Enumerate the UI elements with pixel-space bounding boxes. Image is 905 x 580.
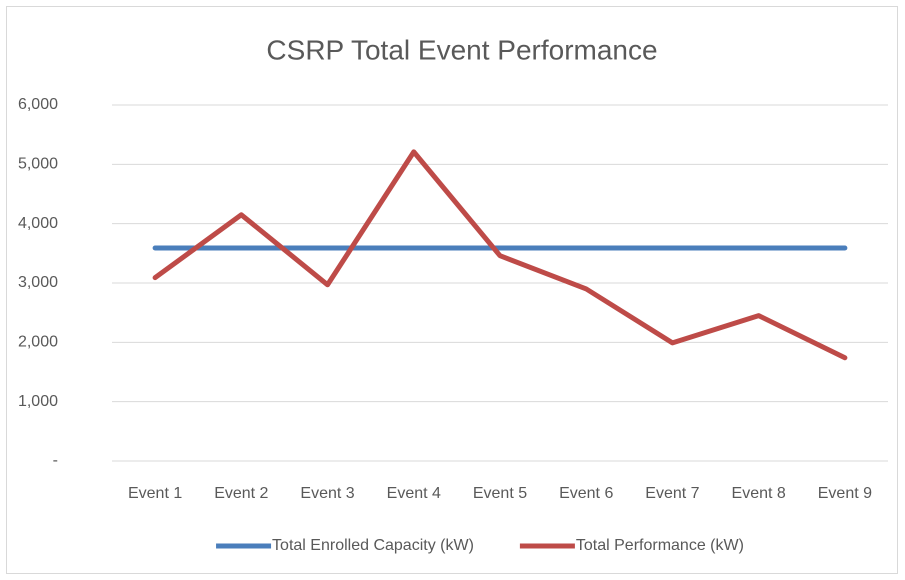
x-tick-label: Event 9 [818, 485, 872, 502]
x-tick-label: Event 3 [300, 485, 354, 502]
x-tick-label: Event 8 [732, 485, 786, 502]
x-tick-label: Event 6 [559, 485, 613, 502]
y-tick-label: 6,000 [18, 96, 58, 113]
x-tick-label: Event 4 [387, 485, 441, 502]
x-tick-label: Event 2 [214, 485, 268, 502]
x-tick-label: Event 7 [645, 485, 699, 502]
y-tick-label: 2,000 [18, 334, 58, 351]
y-tick-label: 1,000 [18, 393, 58, 410]
y-tick-label: 5,000 [18, 156, 58, 173]
chart-border [6, 6, 898, 574]
series-line [152, 149, 848, 361]
x-tick-label: Event 5 [473, 485, 527, 502]
y-tick-label: 4,000 [18, 215, 58, 232]
legend-label: Total Performance (kW) [576, 537, 744, 554]
x-tick-label: Event 1 [128, 485, 182, 502]
y-tick-label: 3,000 [18, 274, 58, 291]
chart-title: CSRP Total Event Performance [266, 34, 657, 65]
y-tick-label: - [53, 452, 58, 469]
legend-label: Total Enrolled Capacity (kW) [272, 537, 474, 554]
